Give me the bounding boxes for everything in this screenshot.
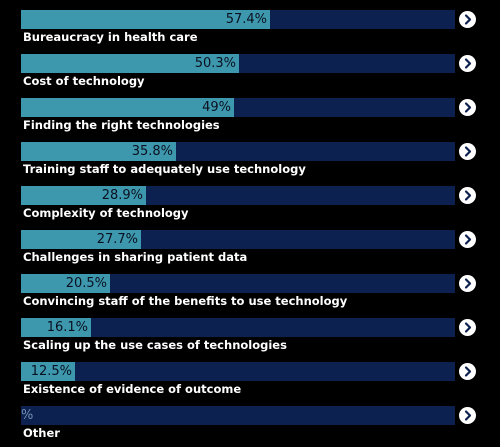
bar [21, 98, 234, 117]
bar-row: 50.3% Cost of technology [21, 54, 482, 94]
bar-row: 49% Finding the right technologies [21, 98, 482, 138]
bar-row: 35.8% Training staff to adequately use te… [21, 142, 482, 182]
bar-track: 57.4% [21, 10, 455, 29]
data-label: 27.7% [96, 232, 138, 247]
data-label: 28.9% [101, 188, 143, 203]
bar-track: 28.9% [21, 186, 455, 205]
category-label: Challenges in sharing patient data [23, 250, 248, 264]
bar-track: 50.3% [21, 54, 455, 73]
category-label: Other [23, 426, 60, 440]
bar-track: % [21, 406, 455, 425]
category-label: Existence of evidence of outcome [23, 382, 242, 396]
data-label: 20.5% [65, 276, 107, 291]
bar [21, 142, 176, 161]
bar-row: 28.9% Complexity of technology [21, 186, 482, 226]
bar-row: 12.5% Existence of evidence of outcome [21, 362, 482, 402]
chevron-right-icon[interactable] [459, 143, 476, 160]
data-label: 49% [202, 100, 231, 115]
bar [21, 186, 146, 205]
data-label: 16.1% [46, 320, 88, 335]
chevron-right-icon[interactable] [459, 407, 476, 424]
category-label: Complexity of technology [23, 206, 189, 220]
bar [21, 274, 110, 293]
bar [21, 362, 75, 381]
bar [21, 318, 91, 337]
chevron-right-icon[interactable] [459, 99, 476, 116]
bar-row: 16.1% Scaling up the use cases of technol… [21, 318, 482, 358]
bar-track: 20.5% [21, 274, 455, 293]
chevron-right-icon[interactable] [459, 187, 476, 204]
chevron-right-icon[interactable] [459, 55, 476, 72]
chevron-right-icon[interactable] [459, 363, 476, 380]
bar [21, 10, 270, 29]
chevron-right-icon[interactable] [459, 319, 476, 336]
category-label: Convincing staff of the benefits to use … [23, 294, 348, 308]
data-label: 50.3% [194, 56, 236, 71]
bar [21, 230, 141, 249]
chevron-right-icon[interactable] [459, 11, 476, 28]
bar-row: 57.4% Bureaucracy in health care [21, 10, 482, 50]
data-label: % [21, 408, 34, 423]
bar [21, 54, 239, 73]
chevron-right-icon[interactable] [459, 275, 476, 292]
chevron-right-icon[interactable] [459, 231, 476, 248]
data-label: 12.5% [30, 364, 72, 379]
category-label: Finding the right technologies [23, 118, 220, 132]
bar-track: 49% [21, 98, 455, 117]
category-label: Bureaucracy in health care [23, 30, 198, 44]
bar-track: 16.1% [21, 318, 455, 337]
bar-row: 20.5% Convincing staff of the benefits to… [21, 274, 482, 314]
data-label: 35.8% [131, 144, 173, 159]
bar-row: 27.7% Challenges in sharing patient data [21, 230, 482, 270]
bar-track: 27.7% [21, 230, 455, 249]
bar-row: % Other [21, 406, 482, 446]
bar-track: 35.8% [21, 142, 455, 161]
data-label: 57.4% [225, 12, 267, 27]
bar-track: 12.5% [21, 362, 455, 381]
category-label: Training staff to adequately use technol… [23, 162, 306, 176]
category-label: Scaling up the use cases of technologies [23, 338, 287, 352]
category-label: Cost of technology [23, 74, 145, 88]
